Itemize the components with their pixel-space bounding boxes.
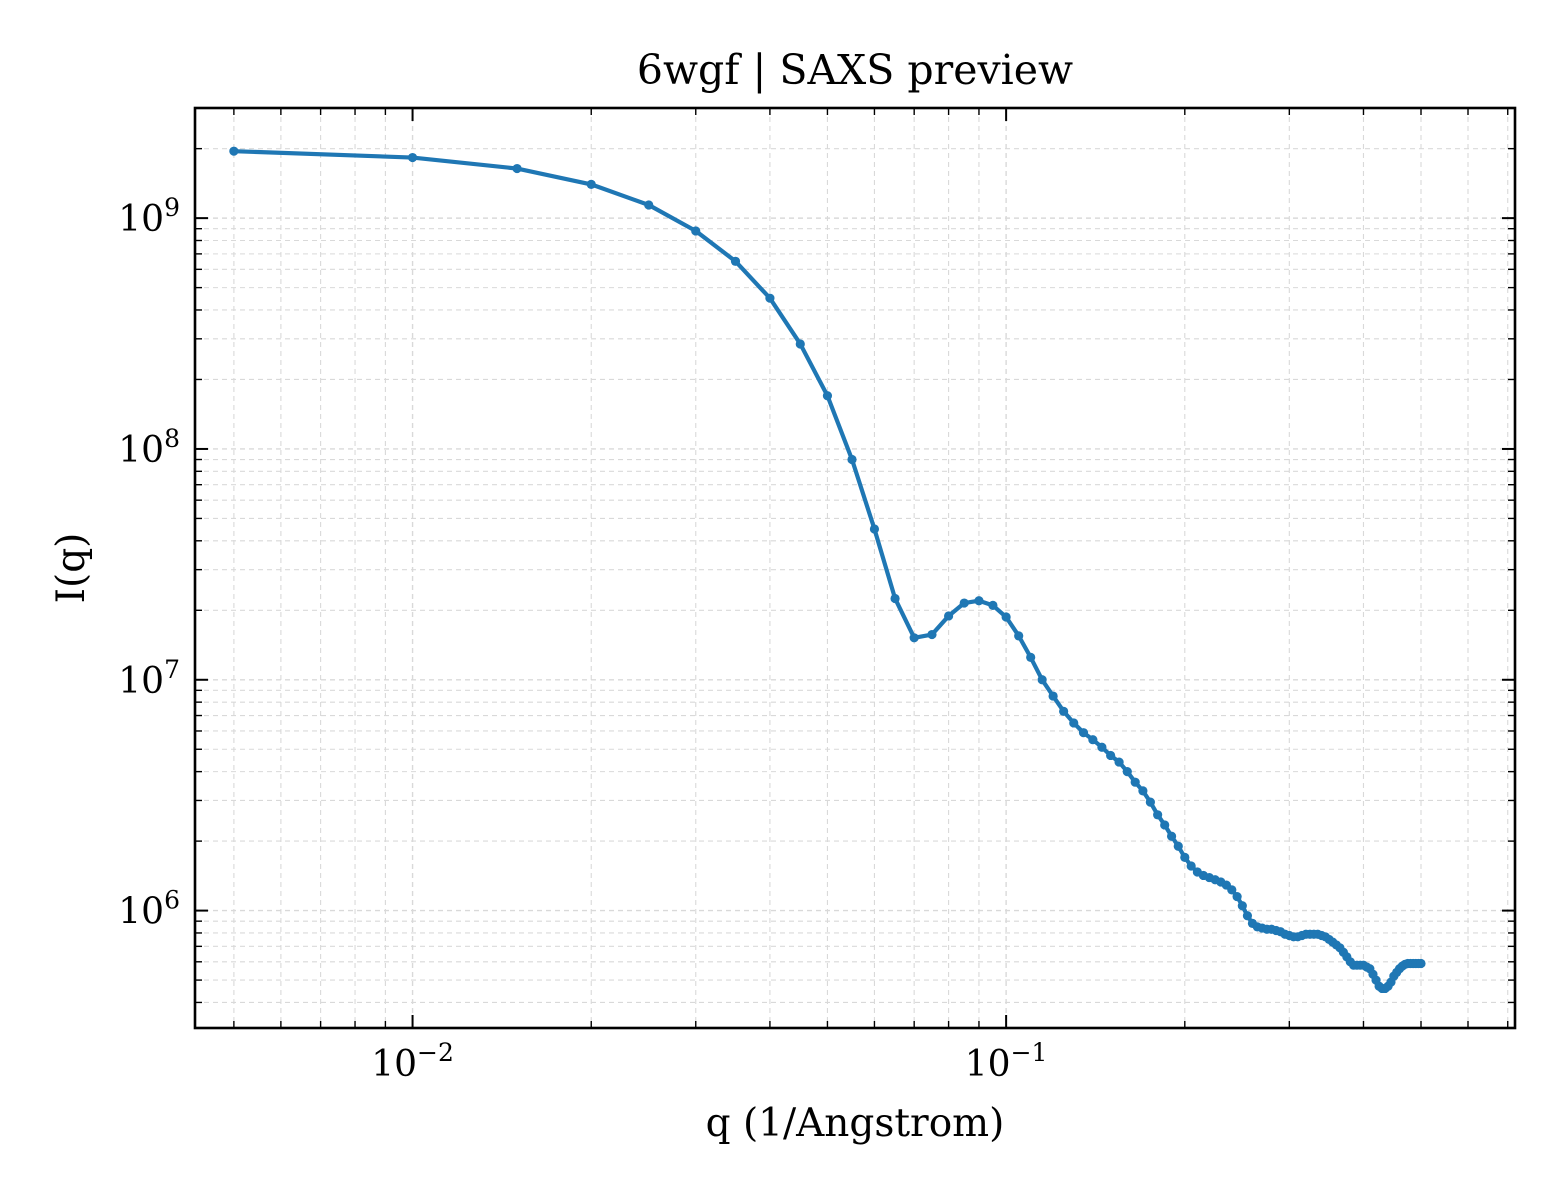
data-point	[795, 339, 805, 349]
x-tick-label: 10−2	[371, 1038, 454, 1085]
data-point	[1114, 757, 1124, 767]
data-point	[909, 633, 919, 643]
data-point	[1242, 911, 1253, 921]
data-point	[847, 454, 857, 465]
data-point	[1130, 777, 1140, 787]
data-point	[1186, 861, 1196, 871]
data-point	[1145, 797, 1155, 807]
data-point	[1048, 691, 1058, 701]
data-point	[1078, 728, 1089, 738]
data-point	[229, 146, 239, 156]
data-point	[1014, 631, 1024, 641]
data-point	[1180, 852, 1190, 863]
y-tick-label: 109	[118, 193, 180, 240]
chart-title: 6wgf | SAXS preview	[637, 46, 1073, 94]
y-tick-label: 108	[118, 424, 180, 471]
data-point	[943, 611, 954, 621]
data-point	[1153, 810, 1163, 820]
y-tick-label: 107	[118, 655, 180, 702]
data-point	[644, 200, 654, 210]
data-point	[1173, 841, 1183, 851]
data-point	[1037, 675, 1047, 685]
data-point	[1416, 958, 1426, 969]
data-point	[1069, 718, 1079, 728]
data-point	[1026, 652, 1036, 663]
y-axis-label: I(q)	[49, 533, 94, 604]
data-point	[1160, 820, 1170, 830]
series-layer	[229, 146, 1426, 994]
data-point	[974, 596, 984, 606]
data-point	[890, 593, 900, 604]
data-point	[1088, 735, 1098, 745]
data-point	[765, 293, 775, 303]
x-axis-label: q (1/Angstrom)	[706, 1101, 1005, 1146]
grid	[195, 107, 1515, 1028]
data-point	[927, 629, 937, 640]
data-point	[512, 163, 522, 174]
data-point	[1166, 831, 1177, 841]
data-point	[1122, 767, 1132, 777]
data-point	[988, 600, 998, 610]
data-point	[1232, 891, 1242, 902]
data-point	[1138, 786, 1148, 796]
data-point	[586, 179, 596, 190]
plot-frame	[193, 106, 1517, 1030]
data-point	[407, 152, 418, 163]
data-point	[1059, 706, 1069, 716]
y-tick-label: 106	[118, 886, 180, 933]
data-point	[1227, 885, 1237, 895]
data-point	[691, 226, 701, 236]
data-point	[959, 598, 969, 608]
data-point	[730, 256, 741, 266]
data-point	[1106, 750, 1116, 761]
x-tick-label: 10−1	[965, 1038, 1048, 1085]
data-point	[822, 391, 833, 401]
ticks: 10−2 10−1 106 107 108 109	[118, 107, 1515, 1085]
data-point	[869, 524, 880, 534]
data-point	[1237, 901, 1247, 911]
data-point	[1001, 612, 1011, 622]
data-point	[1097, 742, 1107, 752]
